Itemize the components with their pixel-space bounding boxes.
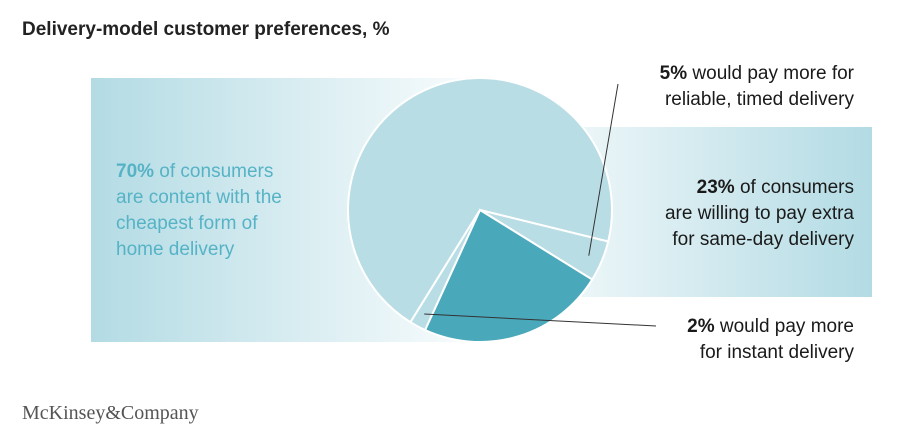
label-slice-70-line4: home delivery bbox=[116, 239, 235, 260]
label-slice-23-line1: of consumers bbox=[734, 177, 854, 198]
label-slice-2-line2: for instant delivery bbox=[699, 342, 854, 363]
pie-slice-70 bbox=[347, 77, 613, 324]
label-slice-5-pct: 5% bbox=[659, 63, 688, 84]
label-slice-2: 2% would pay more for instant delivery bbox=[574, 314, 854, 366]
chart-title: Delivery-model customer preferences, % bbox=[22, 19, 390, 40]
label-slice-70-line1: of consumers bbox=[154, 161, 274, 182]
mckinsey-logo: McKinsey&Company bbox=[22, 402, 199, 424]
label-slice-2-pct: 2% bbox=[687, 316, 715, 337]
label-slice-23-pct: 23% bbox=[696, 177, 735, 198]
label-slice-70-line3: cheapest form of bbox=[116, 213, 258, 234]
label-slice-23-line3: for same-day delivery bbox=[672, 229, 854, 250]
label-slice-5-line2: reliable, timed delivery bbox=[664, 89, 854, 110]
label-slice-70: 70% of consumers are content with the ch… bbox=[116, 159, 346, 263]
leader-line-2 bbox=[424, 313, 657, 327]
label-slice-70-line2: are content with the bbox=[116, 187, 282, 208]
label-slice-5-line1: would pay more for bbox=[687, 63, 854, 84]
pie-slices bbox=[347, 77, 613, 343]
leader-line-5 bbox=[588, 83, 619, 256]
label-slice-70-pct: 70% bbox=[116, 161, 155, 182]
label-slice-23-line2: are willing to pay extra bbox=[664, 203, 854, 224]
label-slice-23: 23% of consumers are willing to pay extr… bbox=[554, 175, 854, 253]
label-slice-5: 5% would pay more for reliable, timed de… bbox=[574, 61, 854, 113]
pie-slice-23 bbox=[423, 208, 594, 343]
label-slice-2-line1: would pay more bbox=[714, 316, 854, 337]
pie-slice-2 bbox=[409, 209, 481, 332]
leader-lines bbox=[424, 83, 657, 327]
